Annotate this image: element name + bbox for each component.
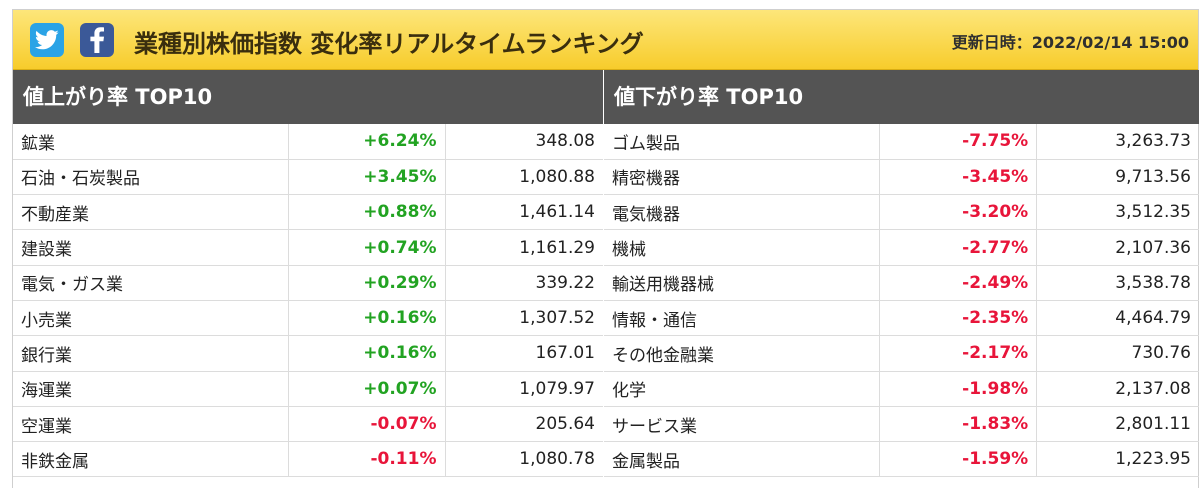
table-row: 建設業 +0.74% 1,161.29 [13, 229, 603, 266]
twitter-share-button[interactable] [30, 23, 64, 57]
sector-name: 建設業 [13, 229, 289, 266]
sector-name: 機械 [604, 229, 880, 266]
index-value: 167.01 [445, 335, 603, 372]
table-row: 精密機器 -3.45% 9,713.56 [604, 159, 1199, 196]
facebook-share-button[interactable] [80, 23, 114, 57]
index-value: 2,137.08 [1036, 371, 1199, 407]
facebook-icon [90, 27, 104, 53]
table-row: 輸送用機器械 -2.49% 3,538.78 [604, 265, 1199, 301]
table-row: その他金融業 -2.17% 730.76 [604, 335, 1199, 372]
losers-panel: 値下がり率 TOP10 ゴム製品 -7.75% 3,263.73 精密機器 -3.45%… [603, 70, 1199, 478]
change-rate: -2.35% [879, 300, 1038, 337]
table-row: ゴム製品 -7.75% 3,263.73 [604, 124, 1199, 160]
index-value: 2,801.11 [1036, 406, 1199, 443]
change-rate: -3.45% [879, 159, 1038, 196]
sector-name: 精密機器 [604, 159, 880, 196]
gainers-table: 鉱業 +6.24% 348.08 石油・石炭製品 +3.45% 1,080.88 不動産業 +… [13, 124, 603, 478]
change-rate: +0.16% [288, 300, 446, 337]
sector-name: 不動産業 [13, 194, 289, 231]
sector-name: サービス業 [604, 406, 880, 443]
table-row: 化学 -1.98% 2,137.08 [604, 371, 1199, 407]
change-rate: +0.29% [288, 265, 446, 301]
index-value: 1,079.97 [445, 371, 603, 407]
table-row: 不動産業 +0.88% 1,461.14 [13, 194, 603, 231]
losers-table: ゴム製品 -7.75% 3,263.73 精密機器 -3.45% 9,713.56 電気機器… [604, 124, 1199, 478]
sector-name: 化学 [604, 371, 880, 407]
change-rate: -1.83% [879, 406, 1038, 443]
page-title: 業種別株価指数 変化率リアルタイムランキング [134, 30, 644, 58]
index-value: 4,464.79 [1036, 300, 1199, 337]
change-rate: -3.20% [879, 194, 1038, 231]
table-row: 小売業 +0.16% 1,307.52 [13, 300, 603, 337]
index-value: 1,161.29 [445, 229, 603, 266]
sector-name: 情報・通信 [604, 300, 880, 337]
index-value: 3,263.73 [1036, 124, 1199, 160]
index-value: 1,307.52 [445, 300, 603, 337]
change-rate: +0.07% [288, 371, 446, 407]
table-row: サービス業 -1.83% 2,801.11 [604, 406, 1199, 443]
change-rate: +0.88% [288, 194, 446, 231]
sector-name: その他金融業 [604, 335, 880, 372]
change-rate: -1.59% [879, 441, 1038, 478]
table-row: 金属製品 -1.59% 1,223.95 [604, 441, 1199, 478]
change-rate: -2.49% [879, 265, 1038, 301]
sector-name: 電気・ガス業 [13, 265, 289, 301]
table-row: 鉱業 +6.24% 348.08 [13, 124, 603, 160]
index-value: 348.08 [445, 124, 603, 160]
change-rate: +0.74% [288, 229, 446, 266]
change-rate: -1.98% [879, 371, 1038, 407]
index-value: 205.64 [445, 406, 603, 443]
sector-name: 銀行業 [13, 335, 289, 372]
table-row: 銀行業 +0.16% 167.01 [13, 335, 603, 372]
change-rate: -2.77% [879, 229, 1038, 266]
index-value: 1,080.78 [445, 441, 603, 478]
gainers-panel: 値上がり率 TOP10 鉱業 +6.24% 348.08 石油・石炭製品 +3.45% 1… [13, 70, 603, 478]
table-row: 非鉄金属 -0.11% 1,080.78 [13, 441, 603, 478]
sector-name: 輸送用機器械 [604, 265, 880, 301]
table-row: 海運業 +0.07% 1,079.97 [13, 371, 603, 407]
losers-heading: 値下がり率 TOP10 [604, 70, 1199, 124]
index-value: 1,223.95 [1036, 441, 1199, 478]
change-rate: -2.17% [879, 335, 1038, 372]
index-value: 3,512.35 [1036, 194, 1199, 231]
table-row: 機械 -2.77% 2,107.36 [604, 229, 1199, 266]
gainers-heading: 値上がり率 TOP10 [13, 70, 603, 124]
table-row: 電気・ガス業 +0.29% 339.22 [13, 265, 603, 301]
change-rate: -7.75% [879, 124, 1038, 160]
sector-name: ゴム製品 [604, 124, 880, 160]
change-rate: +0.16% [288, 335, 446, 372]
sector-name: 電気機器 [604, 194, 880, 231]
index-value: 1,461.14 [445, 194, 603, 231]
index-value: 3,538.78 [1036, 265, 1199, 301]
change-rate: -0.11% [288, 441, 446, 478]
table-row: 空運業 -0.07% 205.64 [13, 406, 603, 443]
index-value: 2,107.36 [1036, 229, 1199, 266]
index-value: 730.76 [1036, 335, 1199, 372]
sector-name: 非鉄金属 [13, 441, 289, 478]
change-rate: +6.24% [288, 124, 446, 160]
ranking-widget: 業種別株価指数 変化率リアルタイムランキング 更新日時：2022/02/14 1… [12, 9, 1199, 488]
sector-name: 鉱業 [13, 124, 289, 160]
table-row: 石油・石炭製品 +3.45% 1,080.88 [13, 159, 603, 196]
sector-name: 空運業 [13, 406, 289, 443]
change-rate: -0.07% [288, 406, 446, 443]
table-row: 電気機器 -3.20% 3,512.35 [604, 194, 1199, 231]
sector-name: 石油・石炭製品 [13, 159, 289, 196]
sector-name: 小売業 [13, 300, 289, 337]
index-value: 1,080.88 [445, 159, 603, 196]
updated-timestamp: 更新日時：2022/02/14 15:00 [951, 33, 1189, 52]
twitter-icon [35, 30, 59, 50]
table-row: 情報・通信 -2.35% 4,464.79 [604, 300, 1199, 337]
change-rate: +3.45% [288, 159, 446, 196]
index-value: 9,713.56 [1036, 159, 1199, 196]
sector-name: 金属製品 [604, 441, 880, 478]
index-value: 339.22 [445, 265, 603, 301]
sector-name: 海運業 [13, 371, 289, 407]
header-banner: 業種別株価指数 変化率リアルタイムランキング 更新日時：2022/02/14 1… [13, 10, 1198, 70]
